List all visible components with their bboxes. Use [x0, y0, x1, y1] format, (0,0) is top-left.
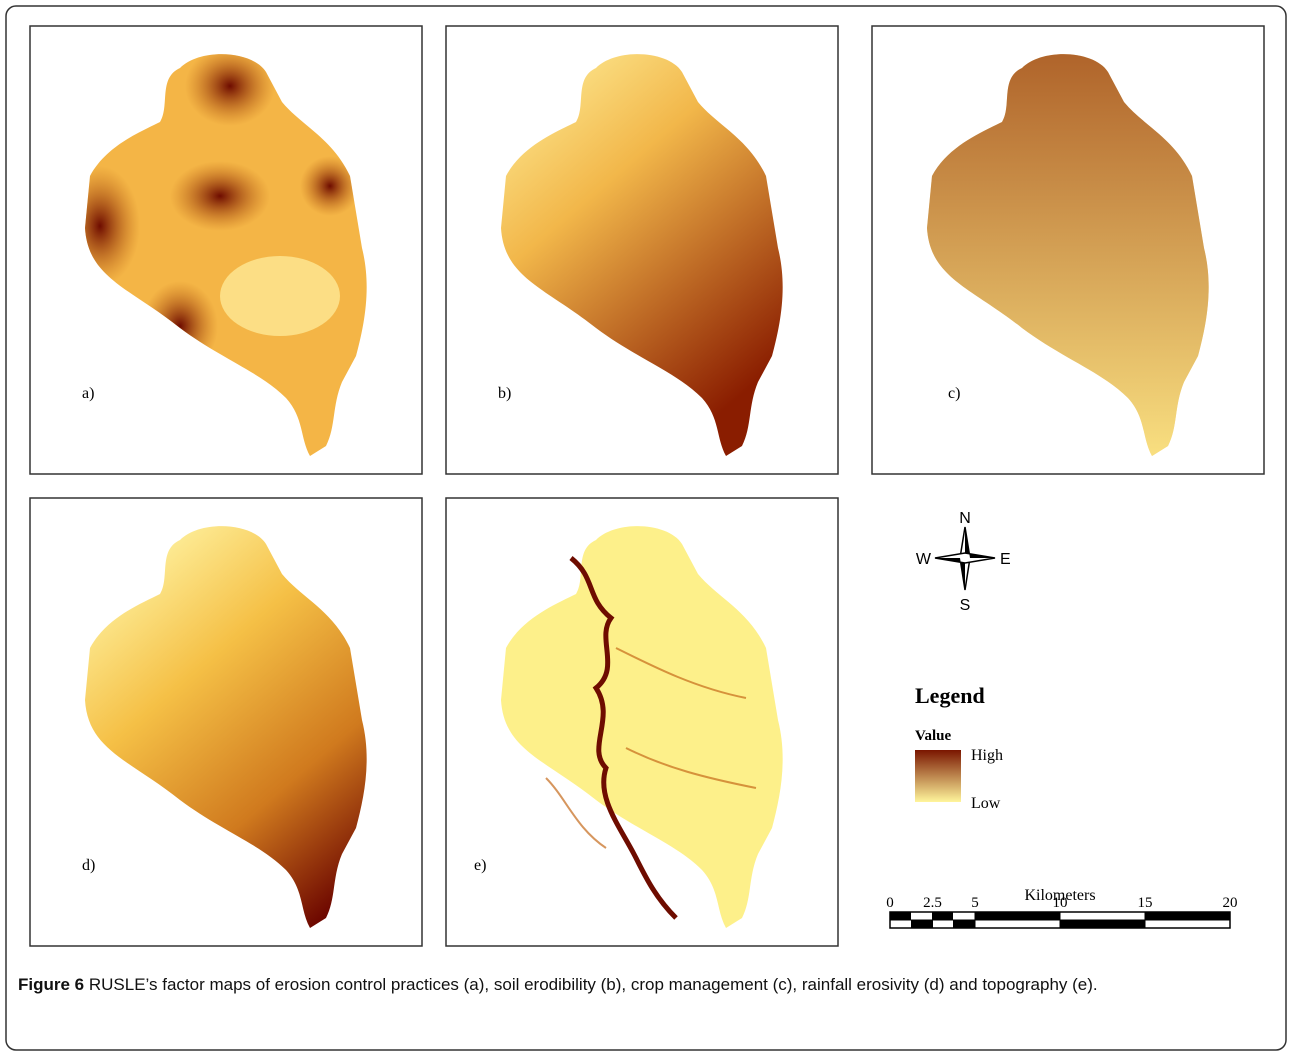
- legend: Legend Value High Low: [915, 683, 1003, 812]
- panel-label: b): [498, 385, 511, 402]
- compass-label: S: [960, 597, 971, 614]
- compass-label: W: [916, 551, 932, 568]
- caption-label: Figure 6: [18, 975, 84, 994]
- panel-a: a): [30, 26, 422, 474]
- legend-title: Legend: [915, 683, 985, 708]
- panel-label: c): [948, 385, 960, 402]
- legend-high: High: [971, 747, 1003, 764]
- panel-d: d): [30, 498, 422, 946]
- compass-label: E: [1000, 551, 1011, 568]
- scale-tick-label: 15: [1138, 895, 1153, 911]
- scale-tick-label: 10: [1053, 895, 1068, 911]
- legend-ramp: [915, 750, 961, 802]
- scale-tick-label: 2.5: [923, 895, 942, 911]
- panel-c: c): [872, 26, 1264, 474]
- panel-label: e): [474, 857, 486, 874]
- page: a) b) c) d) e) N E S W Legend Value High: [0, 0, 1292, 1052]
- scale-tick-label: 0: [886, 895, 894, 911]
- legend-field: Value: [915, 728, 951, 744]
- caption: Figure 6 RUSLE’s factor maps of erosion …: [18, 970, 1268, 999]
- scale-tick-label: 5: [971, 895, 979, 911]
- panel-label: a): [82, 385, 94, 402]
- compass-label: N: [959, 510, 971, 527]
- panel-label: d): [82, 857, 95, 874]
- figure: a) b) c) d) e) N E S W Legend Value High: [0, 0, 1292, 1052]
- legend-low: Low: [971, 795, 1001, 812]
- panel-b: b): [446, 26, 838, 474]
- panel-e: e): [446, 498, 838, 946]
- compass: N E S W: [916, 510, 1011, 614]
- caption-text: RUSLE’s factor maps of erosion control p…: [89, 975, 1098, 994]
- scale-tick-label: 20: [1223, 895, 1238, 911]
